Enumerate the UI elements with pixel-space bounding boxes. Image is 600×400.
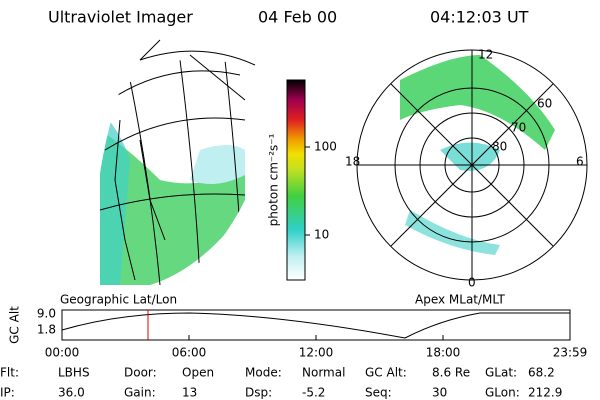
altitude-xtick-label: 23:59 — [553, 346, 588, 360]
polar-latitude: 80 — [492, 140, 507, 154]
title: Ultraviolet Imager — [48, 8, 193, 27]
altitude-ytick-label: 1.8 — [37, 323, 56, 337]
colorbar-tick-label: 100 — [314, 140, 337, 154]
info-value: Normal — [302, 366, 345, 380]
info-value: 30 — [432, 386, 447, 400]
info-value: LBHS — [58, 366, 90, 380]
altitude-ytick-label: 9.0 — [37, 307, 56, 321]
info-label: Seq: — [365, 386, 392, 400]
polar-hour: 18 — [345, 155, 360, 169]
polar-hour: 0 — [468, 276, 476, 290]
date: 04 Feb 00 — [258, 8, 337, 27]
info-value: Open — [182, 366, 214, 380]
info-label: IP: — [0, 386, 15, 400]
altitude-xtick-label: 00:00 — [45, 346, 80, 360]
info-label: Gain: — [124, 386, 156, 400]
polar-hour: 12 — [478, 48, 493, 62]
info-value: -5.2 — [302, 386, 325, 400]
polar-hour: 6 — [576, 155, 584, 169]
altitude-xtick-label: 12:00 — [299, 346, 334, 360]
polar-latitude: 60 — [537, 97, 552, 111]
polar-image — [400, 55, 555, 255]
colorbar-tick-label: 10 — [314, 228, 329, 242]
info-label: Mode: — [245, 366, 282, 380]
info-value: 8.6 Re — [432, 366, 470, 380]
altitude-curve — [61, 312, 570, 339]
globe-image — [99, 59, 246, 285]
info-label: Door: — [124, 366, 157, 380]
altitude-xtick-label: 18:00 — [426, 346, 461, 360]
info-label: GLon: — [485, 386, 520, 400]
info-value: 13 — [182, 386, 197, 400]
info-value: 36.0 — [58, 386, 85, 400]
info-label: Dsp: — [245, 386, 272, 400]
info-label: GC Alt: — [365, 366, 407, 380]
time: 04:12:03 UT — [430, 8, 529, 27]
info-value: 68.2 — [528, 366, 555, 380]
info-label: Flt: — [0, 366, 19, 380]
polar-panel-label: Apex MLat/MLT — [415, 293, 505, 307]
left-panel-label: Geographic Lat/Lon — [60, 293, 177, 307]
altitude-xtick-label: 06:00 — [172, 346, 207, 360]
polar-latitude: 70 — [511, 121, 526, 135]
colorbar-label: photon cm⁻²s⁻¹ — [267, 133, 281, 226]
colorbar — [286, 79, 306, 281]
polar-grid — [356, 49, 588, 281]
info-value: 212.9 — [528, 386, 562, 400]
globe-grid — [139, 39, 256, 101]
info-label: GLat: — [485, 366, 517, 380]
altitude-axis-label: GC Alt — [8, 306, 22, 344]
